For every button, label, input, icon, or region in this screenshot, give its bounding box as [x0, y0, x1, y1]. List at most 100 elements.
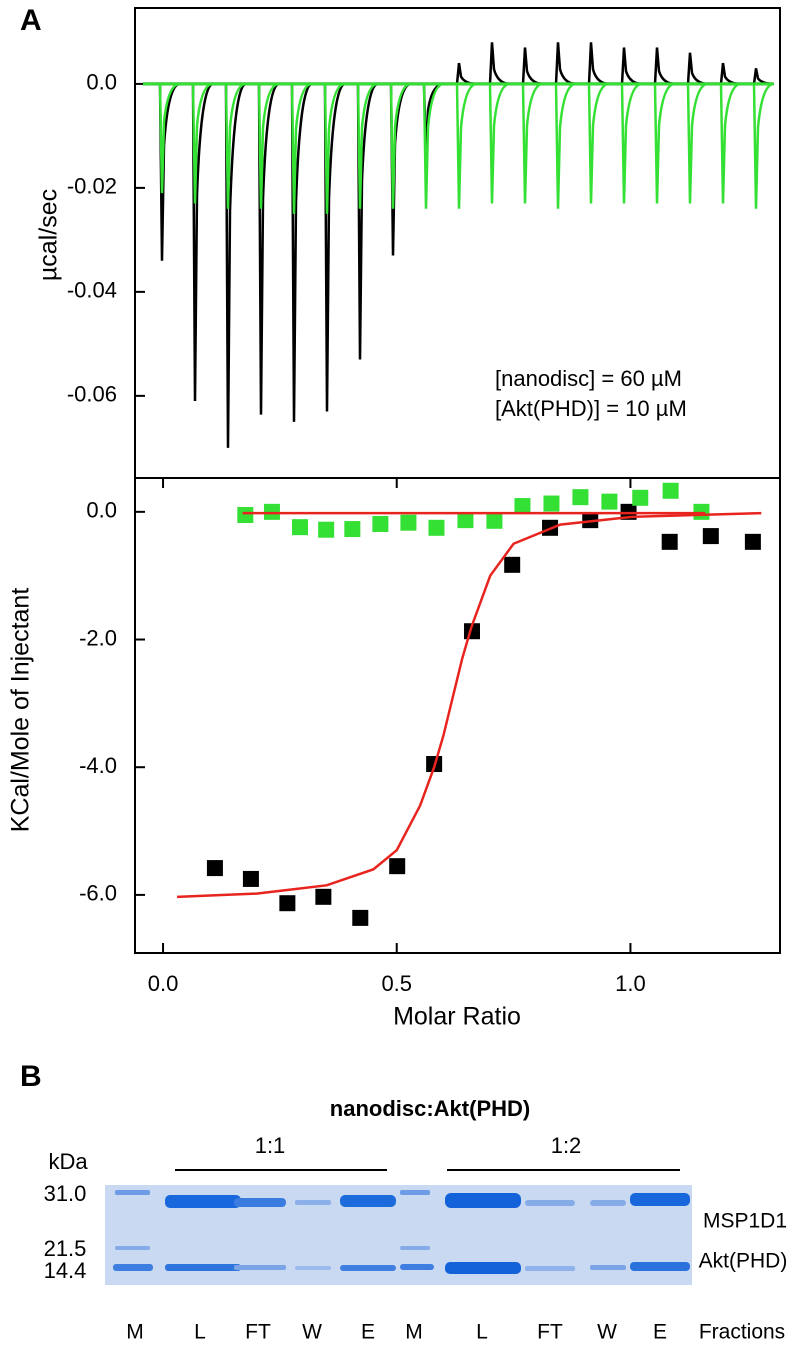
injection-peak — [455, 62, 478, 86]
y-tick-label: -2.0 — [79, 625, 117, 650]
lane-label: W — [302, 1321, 322, 1344]
gel-band — [340, 1195, 396, 1207]
gel-band — [400, 1246, 430, 1250]
gel-band — [113, 1264, 153, 1271]
gel-image — [105, 1185, 692, 1285]
data-point — [389, 858, 406, 875]
gel-title: nanodisc:Akt(PHD) — [330, 1096, 530, 1121]
injection-peak — [389, 82, 412, 209]
y-axis-label: KCal/Mole of Injectant — [7, 588, 35, 833]
injection-peak — [719, 62, 742, 86]
gel-band — [525, 1266, 575, 1271]
panel-label: B — [20, 1060, 42, 1093]
injection-peak — [488, 42, 511, 86]
data-point — [601, 493, 618, 510]
injection-peak — [686, 82, 709, 204]
injection-peak — [455, 82, 478, 209]
injection-peak — [356, 82, 379, 209]
lane-label: FT — [245, 1321, 271, 1344]
lane-label: L — [194, 1321, 206, 1344]
injection-peak — [488, 82, 511, 204]
injection-peak — [257, 82, 280, 209]
lane-label: L — [476, 1321, 488, 1344]
data-point — [428, 519, 445, 536]
injection-peak — [554, 82, 577, 209]
injection-peak — [323, 82, 346, 214]
data-point — [702, 528, 719, 545]
injection-peak — [158, 82, 181, 194]
gel-band — [400, 1264, 434, 1270]
gel-band — [234, 1198, 286, 1207]
y-tick-label: 0.0 — [86, 70, 117, 95]
gel-band — [590, 1200, 626, 1206]
injection-peak — [224, 82, 247, 209]
lane-label: M — [405, 1321, 423, 1344]
data-point — [693, 503, 710, 520]
data-point — [457, 512, 474, 529]
data-point — [744, 533, 761, 550]
injection-peak — [686, 52, 709, 86]
lane-label: FT — [537, 1321, 563, 1344]
gel-unit: kDa — [48, 1149, 88, 1174]
data-point — [661, 533, 678, 550]
injection-peak — [719, 82, 742, 204]
injection-peak — [554, 42, 577, 86]
data-point — [486, 512, 503, 529]
data-point — [352, 909, 369, 926]
y-tick-label: -0.06 — [67, 382, 117, 407]
injection-peak — [224, 82, 247, 448]
group-label: 1:2 — [551, 1133, 582, 1158]
injection-peak — [422, 82, 445, 209]
group-label: 1:1 — [255, 1133, 286, 1158]
data-point — [237, 507, 254, 524]
y-axis-label: µcal/sec — [35, 189, 63, 281]
data-point — [543, 495, 560, 512]
plot-frame — [134, 7, 781, 954]
band-label: Akt(PHD) — [699, 1250, 788, 1273]
annotation: [Akt(PHD)] = 10 µM — [495, 396, 687, 421]
data-point — [400, 514, 417, 531]
data-point — [372, 515, 389, 532]
marker-label: 31.0 — [44, 1181, 87, 1206]
gel-band — [295, 1200, 331, 1205]
injection-peak — [587, 82, 610, 204]
annotation: [nanodisc] = 60 µM — [495, 366, 682, 391]
injection-peak — [653, 82, 676, 204]
gel-band — [525, 1200, 575, 1206]
lane-label: E — [653, 1321, 667, 1344]
gel-band — [590, 1265, 626, 1270]
data-point — [318, 521, 335, 538]
gel-band — [165, 1264, 241, 1271]
injection-peak — [290, 82, 313, 214]
data-point — [632, 489, 649, 506]
gel-band — [445, 1193, 521, 1208]
marker-label: 21.5 — [44, 1236, 87, 1261]
data-point — [514, 498, 531, 515]
injection-peak — [290, 82, 313, 422]
gel-band — [115, 1190, 150, 1195]
data-point — [315, 888, 332, 905]
lane-label: E — [361, 1321, 375, 1344]
injection-peak — [587, 42, 610, 86]
gel-band — [234, 1265, 286, 1270]
marker-label: 14.4 — [44, 1258, 87, 1283]
lane-labels: M L FT W E M L FT W E — [126, 1321, 667, 1344]
injection-peak — [521, 47, 544, 86]
injection-peak — [620, 47, 643, 86]
data-point — [572, 489, 589, 506]
x-tick-label: 0.0 — [148, 971, 179, 996]
data-point — [662, 482, 679, 499]
y-tick-label: -4.0 — [79, 753, 117, 778]
injection-peak — [521, 82, 544, 204]
panel-label: A — [20, 4, 42, 37]
gel-band — [445, 1262, 521, 1274]
gel-band — [400, 1190, 430, 1195]
y-tick-label: -0.02 — [67, 174, 117, 199]
gel-band — [630, 1193, 690, 1206]
gel-band — [115, 1246, 150, 1250]
gel-band — [295, 1266, 331, 1270]
data-point — [206, 860, 223, 877]
gel-band — [340, 1265, 396, 1271]
data-point — [504, 556, 521, 573]
